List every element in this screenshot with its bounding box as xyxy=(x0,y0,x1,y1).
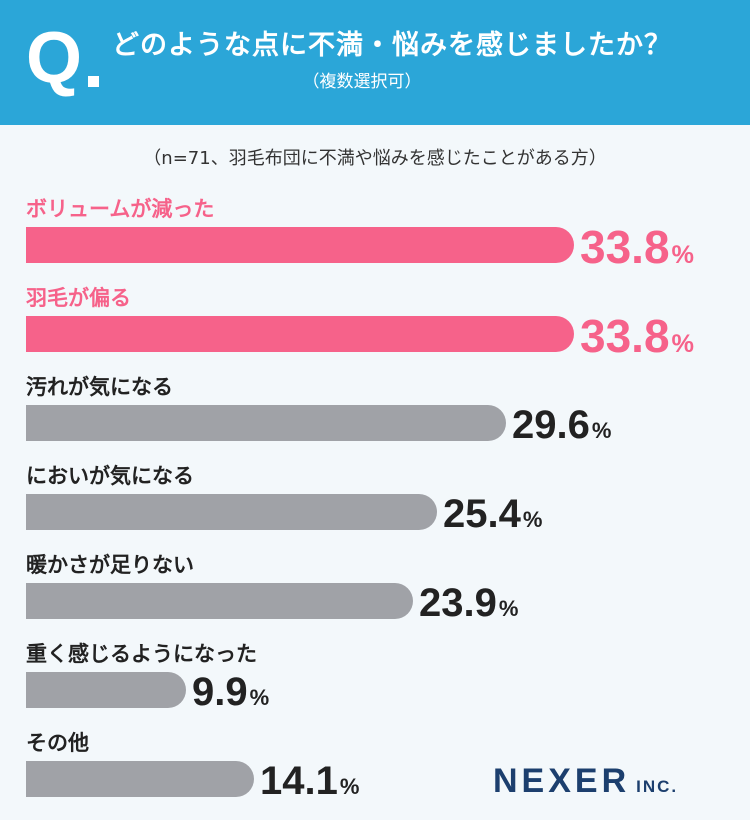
bar xyxy=(26,672,186,708)
category-label: ボリュームが減った xyxy=(26,197,215,221)
question-header: Q どのような点に不満・悩みを感じましたか？ （複数選択可） xyxy=(0,0,750,125)
logo-sub: INC. xyxy=(636,777,679,796)
value-unit: % xyxy=(522,507,543,532)
value-label: 23.9% xyxy=(419,583,518,629)
value-number: 25.4 xyxy=(443,492,521,536)
category-label: 暖かさが足りない xyxy=(26,553,194,577)
value-label: 9.9% xyxy=(192,672,269,718)
value-unit: % xyxy=(339,774,360,799)
bar xyxy=(26,405,506,441)
value-number: 33.8 xyxy=(580,310,670,362)
category-label: 重く感じるようになった xyxy=(26,642,257,666)
category-label: 羽毛が偏る xyxy=(26,286,131,310)
value-number: 33.8 xyxy=(580,221,670,273)
value-unit: % xyxy=(671,241,695,269)
category-label: 汚れが気になる xyxy=(26,375,173,399)
value-number: 29.6 xyxy=(512,403,590,447)
question-subtitle: （複数選択可） xyxy=(302,72,422,92)
value-number: 23.9 xyxy=(419,581,497,625)
sample-note: （n=71、羽毛布団に不満や悩みを感じたことがある方） xyxy=(143,148,607,169)
value-unit: % xyxy=(591,418,612,443)
nexer-logo: NEXER INC. xyxy=(493,762,678,801)
value-unit: % xyxy=(249,685,270,710)
value-label: 29.6% xyxy=(512,405,611,451)
bar xyxy=(26,761,254,797)
value-label: 14.1% xyxy=(260,761,359,807)
value-label: 33.8% xyxy=(580,313,694,367)
question-title: どのような点に不満・悩みを感じましたか？ xyxy=(112,30,672,61)
value-label: 25.4% xyxy=(443,494,542,540)
category-label: その他 xyxy=(26,731,89,755)
bar xyxy=(26,316,574,352)
bar xyxy=(26,227,574,263)
value-unit: % xyxy=(498,596,519,621)
category-label: においが気になる xyxy=(26,464,194,488)
value-label: 33.8% xyxy=(580,224,694,278)
logo-main: NEXER xyxy=(493,762,631,800)
q-mark: Q xyxy=(26,18,83,98)
bar xyxy=(26,494,437,530)
value-number: 14.1 xyxy=(260,759,338,803)
value-unit: % xyxy=(671,330,695,358)
value-number: 9.9 xyxy=(192,670,248,714)
q-dot xyxy=(88,76,99,87)
bar xyxy=(26,583,413,619)
